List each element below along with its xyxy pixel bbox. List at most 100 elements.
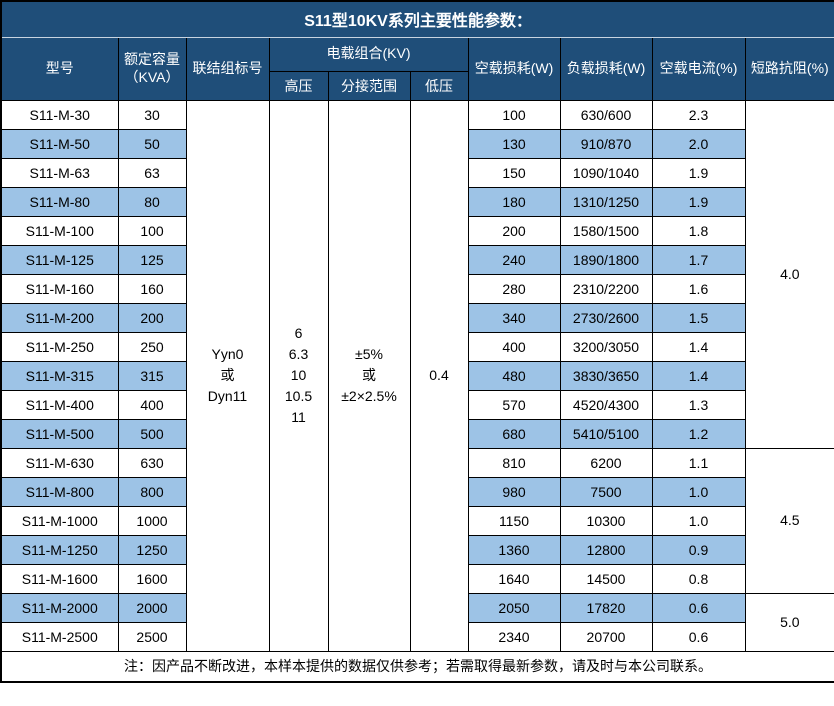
model-cell: S11-M-500 [0,418,119,449]
title-row: S11型10KV系列主要性能参数： [0,0,834,38]
load-loss-cell: 1580/1500 [559,215,653,246]
no-load-loss-cell: 810 [467,447,561,478]
model-cell: S11-M-250 [0,331,119,362]
merged-connection-cell: Yyn0 或 Dyn11 [185,99,270,652]
table-row: S11-M-2500 2500 2340 20700 0.6 [0,621,834,652]
capacity-cell: 63 [117,157,187,188]
merged-hv-cell: 6 6.3 10 10.5 11 [268,99,329,652]
capacity-cell: 80 [117,186,187,217]
col-header-capacity: 额定容量 （KVA） [117,36,187,101]
no-load-loss-cell: 400 [467,331,561,362]
load-loss-cell: 5410/5100 [559,418,653,449]
no-load-current-cell: 1.6 [651,273,746,304]
no-load-loss-cell: 340 [467,302,561,333]
col-header-capacity-line1: 额定容量 [124,51,180,67]
capacity-cell: 100 [117,215,187,246]
load-loss-cell: 10300 [559,505,653,536]
table-row: S11-M-100 100 200 1580/1500 1.8 [0,215,834,246]
model-cell: S11-M-100 [0,215,119,246]
no-load-current-cell: 1.7 [651,244,746,275]
no-load-loss-cell: 1360 [467,534,561,565]
footer-note: 注：因产品不断改进，本样本提供的数据仅供参考；若需取得最新参数，请及时与本公司联… [0,650,834,683]
table-row: S11-M-500 500 680 5410/5100 1.2 [0,418,834,449]
capacity-cell: 160 [117,273,187,304]
no-load-loss-cell: 280 [467,273,561,304]
no-load-loss-cell: 2340 [467,621,561,652]
capacity-cell: 30 [117,99,187,130]
capacity-cell: 1250 [117,534,187,565]
no-load-loss-cell: 1640 [467,563,561,594]
capacity-cell: 500 [117,418,187,449]
model-cell: S11-M-160 [0,273,119,304]
no-load-loss-cell: 1150 [467,505,561,536]
load-loss-cell: 630/600 [559,99,653,130]
table-footer: 注：因产品不断改进，本样本提供的数据仅供参考；若需取得最新参数，请及时与本公司联… [0,650,834,683]
no-load-current-cell: 0.8 [651,563,746,594]
no-load-current-cell: 0.6 [651,592,746,623]
load-loss-cell: 3200/3050 [559,331,653,362]
no-load-loss-cell: 570 [467,389,561,420]
no-load-current-cell: 1.4 [651,331,746,362]
col-header-model: 型号 [0,36,119,101]
load-loss-cell: 1890/1800 [559,244,653,275]
table-row: S11-M-50 50 130 910/870 2.0 [0,128,834,159]
col-header-no-load-current: 空载电流(%) [651,36,746,101]
load-loss-cell: 14500 [559,563,653,594]
header-row-1: 型号 额定容量 （KVA） 联结组标号 电载组合(KV) 空载损耗(W) 负载损… [0,36,834,101]
no-load-loss-cell: 180 [467,186,561,217]
table-row: S11-M-1600 1600 1640 14500 0.8 [0,563,834,594]
merged-lv-cell: 0.4 [409,99,469,652]
no-load-loss-cell: 150 [467,157,561,188]
col-header-lv: 低压 [409,70,469,101]
capacity-cell: 50 [117,128,187,159]
col-header-voltage-group: 电载组合(KV) [268,36,469,72]
load-loss-cell: 1090/1040 [559,157,653,188]
table-row: S11-M-160 160 280 2310/2200 1.6 [0,273,834,304]
load-loss-cell: 17820 [559,592,653,623]
no-load-current-cell: 0.9 [651,534,746,565]
capacity-cell: 315 [117,360,187,391]
no-load-loss-cell: 680 [467,418,561,449]
load-loss-cell: 2730/2600 [559,302,653,333]
impedance-group-cell-3: 5.0 [744,592,834,652]
impedance-group-cell-1: 4.0 [744,99,834,449]
table-row: S11-M-315 315 480 3830/3650 1.4 [0,360,834,391]
table-row: S11-M-800 800 980 7500 1.0 [0,476,834,507]
page-title: S11型10KV系列主要性能参数： [0,0,834,38]
capacity-cell: 250 [117,331,187,362]
capacity-cell: 2000 [117,592,187,623]
no-load-current-cell: 0.6 [651,621,746,652]
model-cell: S11-M-400 [0,389,119,420]
col-header-impedance: 短路抗阻(%) [744,36,834,101]
col-header-hv: 高压 [268,70,329,101]
no-load-loss-cell: 980 [467,476,561,507]
merged-tap-range-cell: ±5% 或 ±2×2.5% [327,99,411,652]
model-cell: S11-M-1600 [0,563,119,594]
impedance-group-cell-2: 4.5 [744,447,834,594]
table-row: S11-M-1250 1250 1360 12800 0.9 [0,534,834,565]
table-row: S11-M-30 30 Yyn0 或 Dyn11 6 6.3 10 10.5 1… [0,99,834,652]
capacity-cell: 400 [117,389,187,420]
model-cell: S11-M-63 [0,157,119,188]
table-row: S11-M-400 400 570 4520/4300 1.3 [0,389,834,420]
capacity-cell: 1000 [117,505,187,536]
capacity-cell: 800 [117,476,187,507]
table-row: S11-M-125 125 240 1890/1800 1.7 [0,244,834,275]
no-load-loss-cell: 130 [467,128,561,159]
no-load-loss-cell: 240 [467,244,561,275]
load-loss-cell: 910/870 [559,128,653,159]
load-loss-cell: 6200 [559,447,653,478]
no-load-current-cell: 1.5 [651,302,746,333]
load-loss-cell: 3830/3650 [559,360,653,391]
table-row: S11-M-63 63 150 1090/1040 1.9 [0,157,834,188]
no-load-current-cell: 2.3 [651,99,746,130]
load-loss-cell: 7500 [559,476,653,507]
no-load-current-cell: 1.8 [651,215,746,246]
capacity-cell: 200 [117,302,187,333]
model-cell: S11-M-30 [0,99,119,130]
capacity-cell: 125 [117,244,187,275]
footer-row: 注：因产品不断改进，本样本提供的数据仅供参考；若需取得最新参数，请及时与本公司联… [0,650,834,683]
model-cell: S11-M-80 [0,186,119,217]
header-row-2: 高压 分接范围 低压 [1,70,834,101]
